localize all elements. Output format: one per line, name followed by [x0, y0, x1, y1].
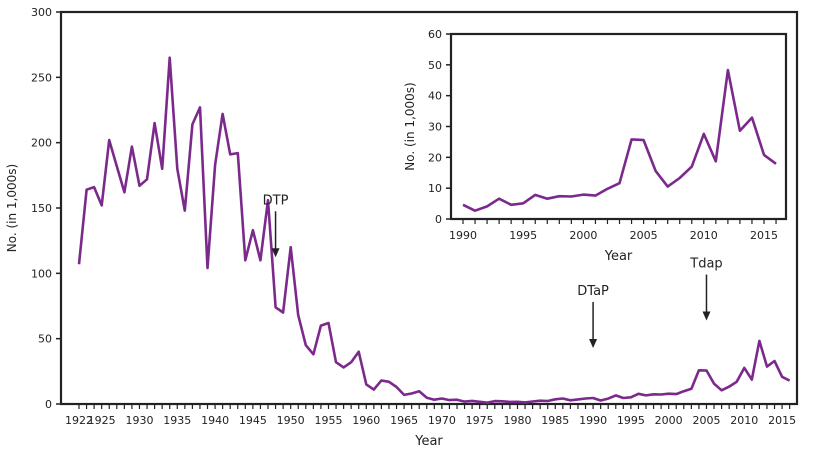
x-tick-label: 1995 [617, 414, 645, 427]
annotation-label: DTP [263, 193, 289, 208]
x-tick-label: 1990 [449, 229, 477, 242]
y-tick-label: 150 [31, 202, 52, 215]
y-axis-label: No. (in 1,000s) [403, 82, 417, 170]
x-tick-label: 1950 [277, 414, 305, 427]
x-tick-label: 2005 [630, 229, 658, 242]
x-tick-label: 2000 [569, 229, 597, 242]
x-tick-label: 2010 [730, 414, 758, 427]
x-tick-label: 2005 [692, 414, 720, 427]
y-tick-label: 50 [428, 59, 442, 72]
plot-frame [451, 34, 786, 219]
x-tick-label: 1995 [509, 229, 537, 242]
y-tick-label: 40 [428, 90, 442, 103]
y-tick-label: 300 [31, 6, 52, 19]
y-tick-label: 30 [428, 121, 442, 134]
annotation-label: DTaP [577, 284, 609, 299]
x-tick-label: 1940 [201, 414, 229, 427]
annotation-arrowhead [702, 312, 710, 321]
y-axis-label: No. (in 1,000s) [5, 164, 19, 252]
x-tick-label: 1975 [466, 414, 494, 427]
x-tick-label: 1945 [239, 414, 267, 427]
series-line [463, 70, 776, 211]
x-tick-label: 1990 [579, 414, 607, 427]
x-tick-label: 1985 [541, 414, 569, 427]
y-tick-label: 60 [428, 28, 442, 41]
x-tick-label: 1955 [314, 414, 342, 427]
x-tick-label: 1930 [125, 414, 153, 427]
y-tick-label: 10 [428, 182, 442, 195]
annotation-arrowhead [589, 339, 597, 348]
x-tick-label: 2010 [690, 229, 718, 242]
x-axis-label: Year [604, 249, 633, 264]
x-tick-label: 2015 [768, 414, 796, 427]
x-tick-label: 1980 [503, 414, 531, 427]
inset-chart: 0 10 20 30 40 50 60 1990 1995 2000 2005 2010 2015 Yea… [403, 28, 786, 264]
y-tick-label: 100 [31, 267, 52, 280]
annotation-label: Tdap [689, 257, 722, 272]
y-tick-label: 200 [31, 137, 52, 150]
y-tick-label: 0 [45, 398, 52, 411]
x-tick-label: 2000 [655, 414, 683, 427]
y-tick-label: 20 [428, 151, 442, 164]
x-tick-label: 2015 [750, 229, 778, 242]
x-tick-label: 1935 [163, 414, 191, 427]
x-tick-label: 1925 [88, 414, 116, 427]
x-tick-label: 1970 [428, 414, 456, 427]
x-tick-label: 1965 [390, 414, 418, 427]
series-line [79, 58, 790, 403]
y-tick-label: 250 [31, 71, 52, 84]
y-tick-label: 0 [435, 213, 442, 226]
x-axis-label: Year [414, 434, 443, 449]
y-tick-label: 50 [38, 333, 52, 346]
x-tick-label: 1960 [352, 414, 380, 427]
